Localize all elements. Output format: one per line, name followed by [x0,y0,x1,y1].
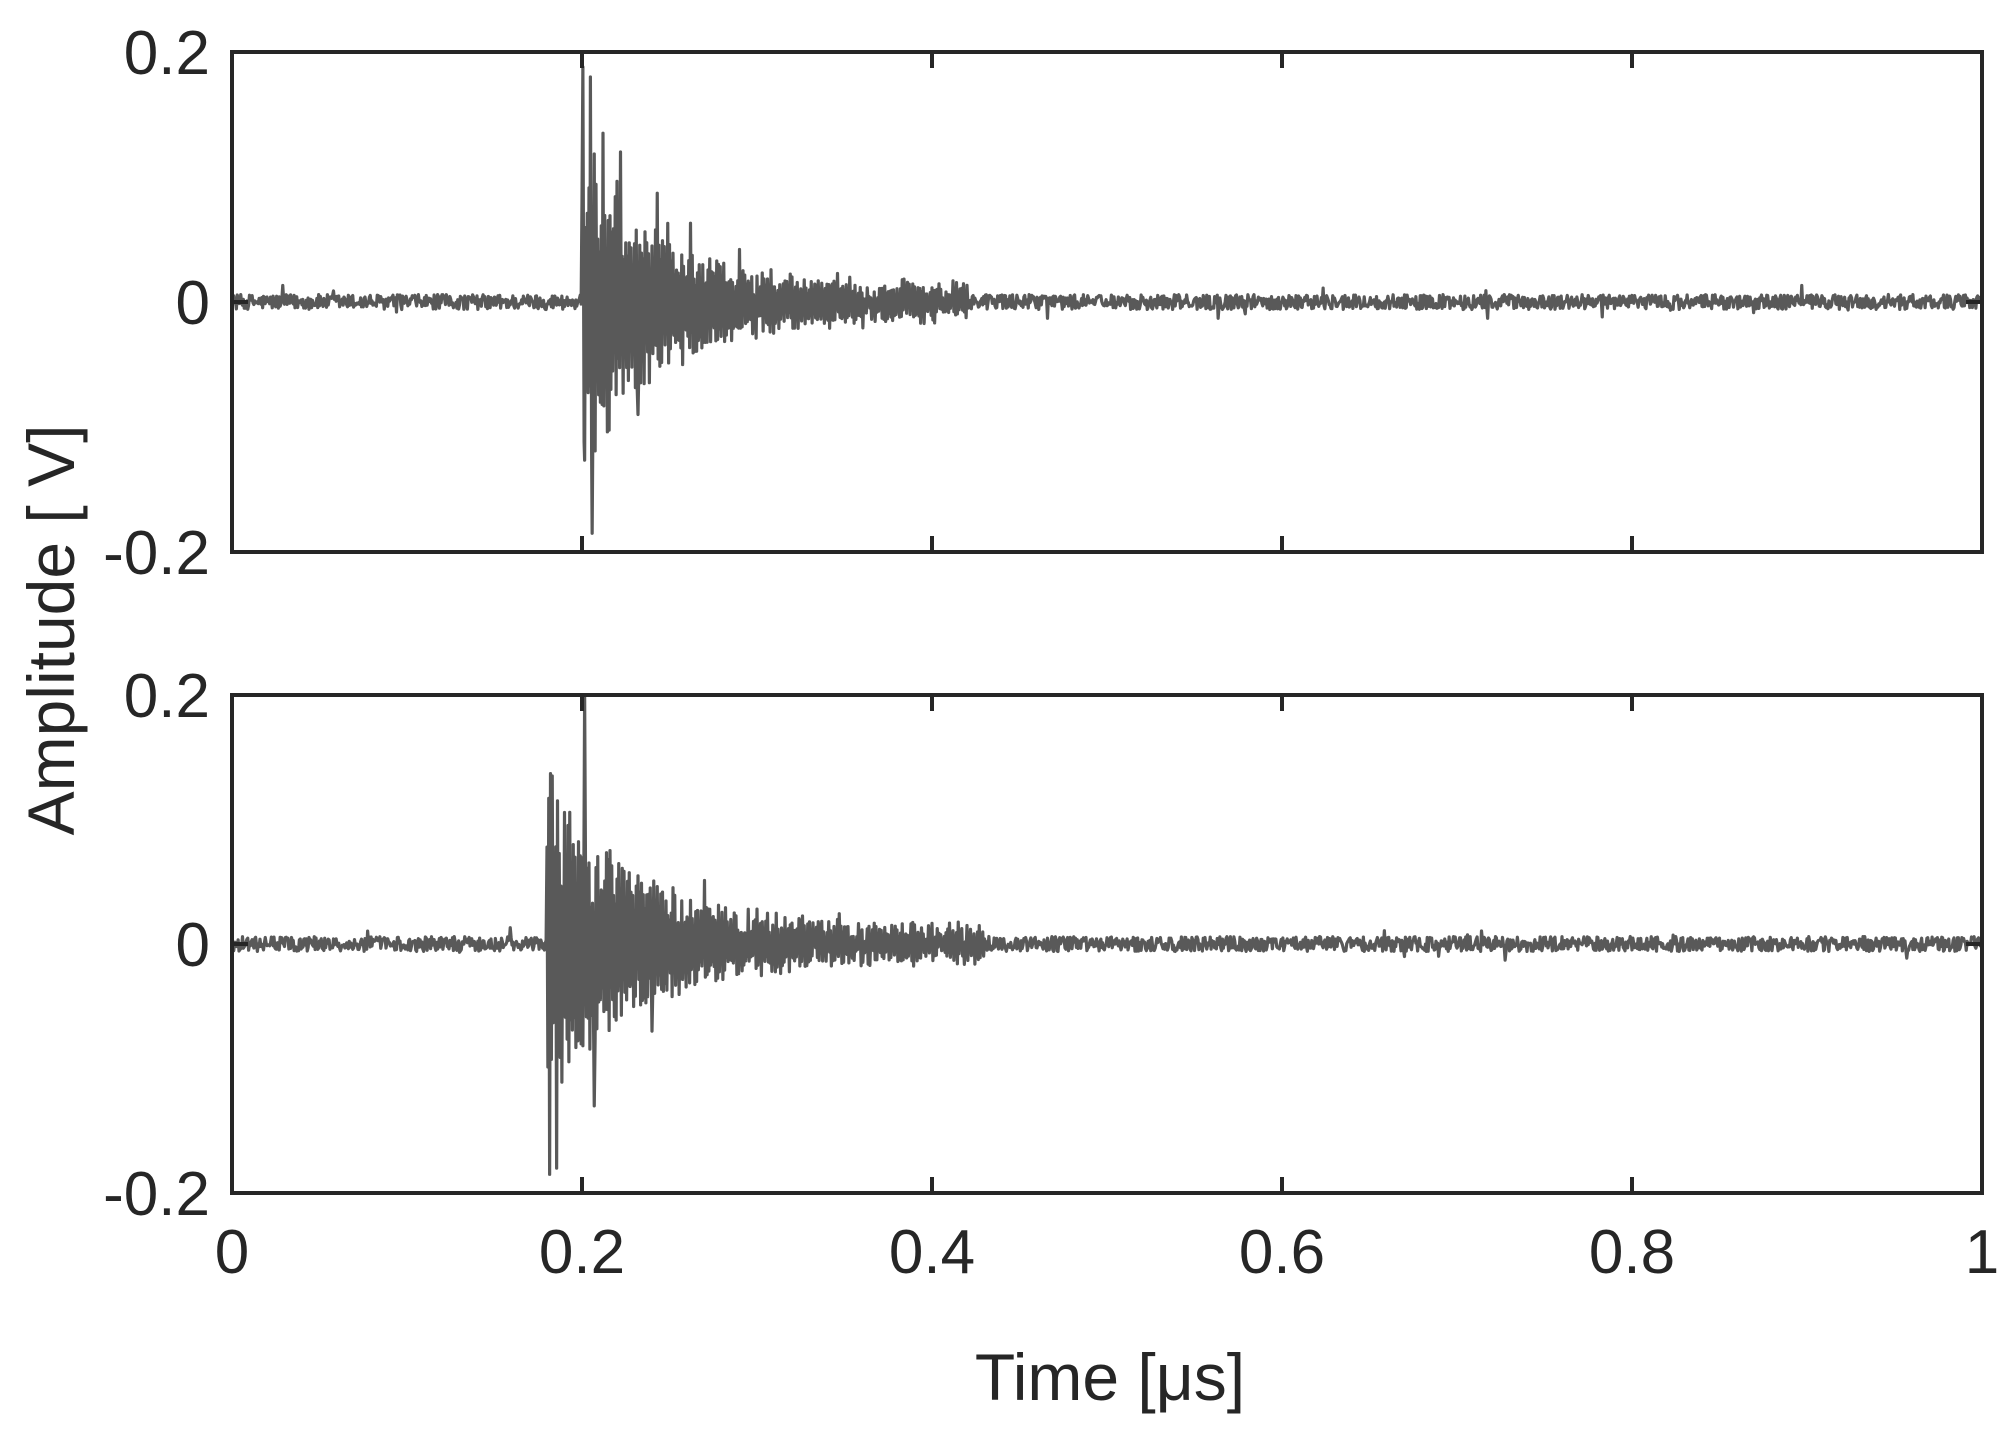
signal-trace [232,65,1982,535]
signal-trace [232,695,1982,1176]
x-tick-label: 0.4 [889,1218,975,1287]
y-tick-label: 0.2 [124,662,210,731]
y-tick-label: -0.2 [103,519,210,588]
x-tick-label: 0.2 [539,1218,625,1287]
y-tick-label: 0 [176,269,210,338]
x-tick-label: 0 [215,1218,249,1287]
x-tick-label: 0.8 [1589,1218,1675,1287]
y-axis-label: Amplitude [ V] [14,425,88,836]
y-tick-label: -0.2 [103,1160,210,1229]
top-panel: 0.2 0 -0.2 [103,19,1984,588]
bottom-panel: 0.20-0.20 0.2 0.4 0.6 0.8 1 [103,662,1999,1287]
y-tick-label: 0.2 [124,19,210,88]
x-tick-label: 1 [1965,1218,1999,1287]
x-axis-label: Time [μs] [975,1340,1245,1414]
x-tick-label: 0.6 [1239,1218,1325,1287]
y-tick-label: 0 [176,911,210,980]
